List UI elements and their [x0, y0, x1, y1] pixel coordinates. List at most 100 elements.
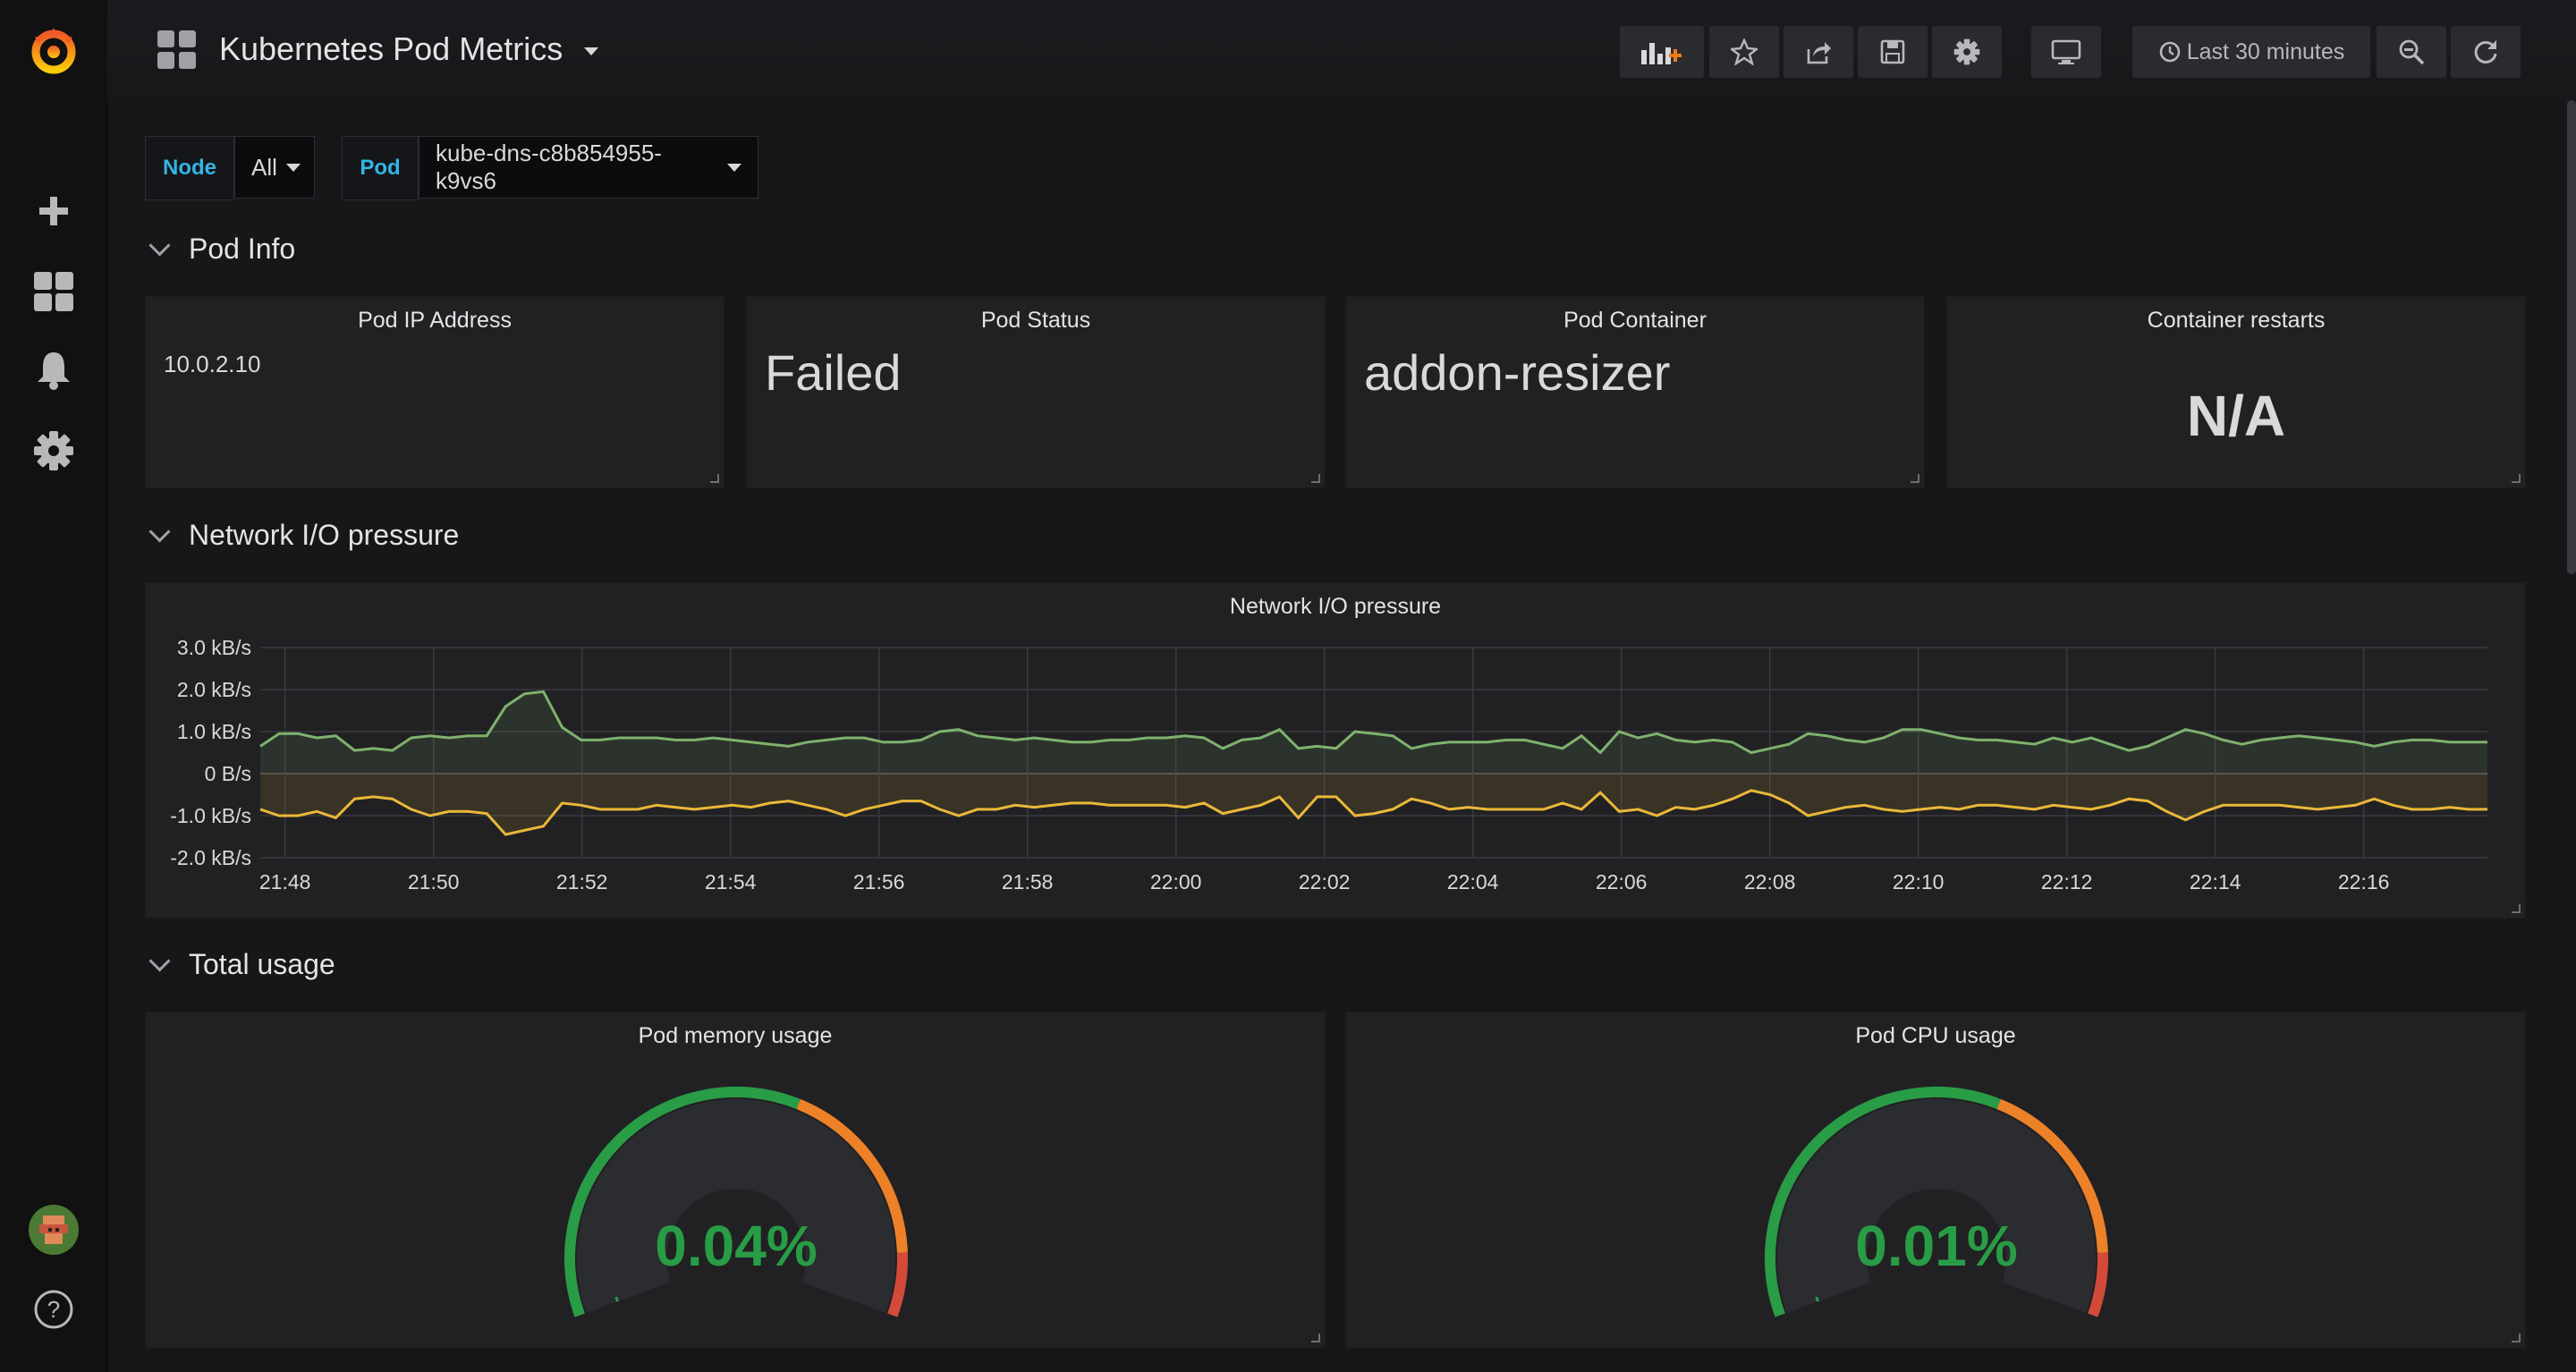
save-icon [1880, 39, 1905, 64]
y-tick-label: 0 B/s [205, 762, 251, 785]
star-icon [1731, 38, 1758, 65]
row-pod-info[interactable]: Pod Info [148, 233, 296, 266]
panel-pod-status: Pod Status Failed [746, 296, 1326, 488]
panel-pod-container: Pod Container addon-resizer [1345, 296, 1925, 488]
row-title-network: Network I/O pressure [189, 519, 460, 551]
resize-handle[interactable] [2512, 474, 2521, 483]
configuration-gear-icon[interactable] [27, 424, 80, 478]
zoom-out-button[interactable] [2376, 25, 2447, 79]
x-tick-label: 22:14 [2190, 870, 2241, 893]
gauge-value: 0.01% [1855, 1214, 2017, 1278]
row-network[interactable]: Network I/O pressure [148, 519, 460, 552]
gauge-threshold-band [564, 1086, 801, 1317]
variable-select-pod[interactable]: kube-dns-c8b854955-k9vs6 [419, 136, 758, 199]
x-tick-label: 22:08 [1744, 870, 1796, 893]
side-menu: ? [0, 0, 108, 1372]
gauge-background [577, 1099, 895, 1313]
x-tick-label: 21:54 [705, 870, 757, 893]
stat-value-status: Failed [765, 344, 902, 401]
panel-title: Network I/O pressure [1229, 594, 1442, 619]
resize-handle[interactable] [2512, 904, 2521, 913]
x-tick-label: 22:16 [2338, 870, 2390, 893]
cpu-gauge: 0.01% [1764, 1086, 2108, 1317]
resize-handle[interactable] [1311, 474, 1320, 483]
x-tick-label: 22:02 [1299, 870, 1351, 893]
create-plus-icon[interactable] [27, 184, 80, 238]
panel-title: Pod IP Address [358, 308, 512, 333]
panel-title: Pod memory usage [638, 1023, 833, 1048]
add-panel-icon [1641, 43, 1682, 64]
row-title-pod-info: Pod Info [189, 233, 296, 265]
dashboard-grid-icon [157, 30, 197, 74]
chevron-down-icon [148, 234, 171, 257]
resize-handle[interactable] [2512, 1334, 2521, 1342]
x-tick-label: 22:00 [1150, 870, 1202, 893]
gauge-value: 0.04% [655, 1214, 817, 1278]
resize-handle[interactable] [1911, 474, 1919, 483]
variable-value-node-text: All [251, 153, 277, 181]
y-tick-label: -1.0 kB/s [170, 804, 251, 827]
dashboard-title-picker[interactable]: Kubernetes Pod Metrics [219, 30, 599, 68]
save-button[interactable] [1857, 25, 1928, 79]
x-tick-label: 22:04 [1447, 870, 1499, 893]
dashboards-grid-icon[interactable] [27, 265, 80, 318]
alerting-bell-icon[interactable] [27, 343, 80, 397]
panel-memory-gauge: Pod memory usage 0.04% [145, 1012, 1326, 1348]
chevron-down-icon [148, 950, 171, 972]
panel-title: Pod Status [980, 308, 1091, 333]
page-scrollbar[interactable] [2567, 100, 2576, 574]
help-icon[interactable]: ? [27, 1283, 80, 1336]
top-navbar: Kubernetes Pod Metrics Last 30 minutes [107, 0, 2576, 104]
variable-label-node: Node [145, 136, 234, 200]
refresh-button[interactable] [2450, 25, 2521, 79]
series-line-1 [259, 789, 2487, 836]
time-range-label: Last 30 minutes [2186, 38, 2345, 64]
gauge-threshold-band [887, 1252, 908, 1317]
stat-value-ip: 10.0.2.10 [164, 351, 261, 377]
zoom-out-icon [2399, 39, 2425, 65]
panel-network-graph: Network I/O pressure 3.0 kB/s 2.0 kB/s 1.0… [145, 582, 2526, 919]
panel-title: Pod Container [1563, 308, 1707, 333]
variable-select-node[interactable]: kube-dns-c8b854955-k9vs6 All [234, 136, 315, 199]
gear-icon [1953, 38, 1980, 65]
variable-value-pod: kube-dns-c8b854955-k9vs6 [436, 140, 662, 194]
x-tick-label: 22:06 [1596, 870, 1648, 893]
network-chart[interactable]: 3.0 kB/s 2.0 kB/s 1.0 kB/s 0 B/s -1.0 kB/s -2… [146, 583, 2527, 919]
add-panel-button[interactable] [1619, 25, 1705, 79]
resize-handle[interactable] [1311, 1334, 1320, 1342]
refresh-icon [2474, 40, 2497, 64]
stat-value-container: addon-resizer [1364, 344, 1671, 401]
panel-title: Pod CPU usage [1855, 1023, 2016, 1048]
panel-pod-ip: Pod IP Address 10.0.2.10 [145, 296, 724, 488]
gauge-value-arc [1815, 1296, 1819, 1302]
panel-cpu-gauge: Pod CPU usage 0.01% [1345, 1012, 2526, 1348]
x-tick-label: 22:10 [1893, 870, 1945, 893]
row-total-usage[interactable]: Total usage [148, 948, 335, 981]
x-tick-label: 21:58 [1002, 870, 1054, 893]
resize-handle[interactable] [710, 474, 719, 483]
settings-button[interactable] [1931, 25, 2003, 79]
series-line-0 [259, 690, 2487, 755]
gauge-threshold-band [1764, 1086, 2001, 1317]
gauge-background [1777, 1099, 2096, 1313]
panel-title: Container restarts [2147, 308, 2326, 333]
y-tick-label: -2.0 kB/s [170, 846, 251, 869]
chevron-down-icon [584, 47, 599, 55]
star-button[interactable] [1708, 25, 1780, 79]
gauge-threshold-band [2088, 1252, 2108, 1317]
panel-container-restarts: Container restarts N/A [1946, 296, 2526, 488]
grafana-logo-icon[interactable] [27, 23, 80, 77]
x-tick-label: 21:50 [408, 870, 460, 893]
share-button[interactable] [1783, 25, 1854, 79]
x-tick-label: 21:52 [556, 870, 608, 893]
y-tick-label: 3.0 kB/s [177, 636, 251, 659]
series-area-1 [260, 774, 2487, 835]
tv-mode-button[interactable] [2030, 25, 2102, 79]
row-title-total-usage: Total usage [189, 948, 335, 980]
time-picker-button[interactable]: Last 30 minutes [2131, 25, 2371, 79]
x-tick-label: 21:56 [853, 870, 905, 893]
user-avatar[interactable] [27, 1203, 80, 1257]
chevron-down-icon [148, 521, 171, 543]
gauge-value-arc [614, 1296, 619, 1302]
gauge-threshold-band [1996, 1098, 2108, 1253]
